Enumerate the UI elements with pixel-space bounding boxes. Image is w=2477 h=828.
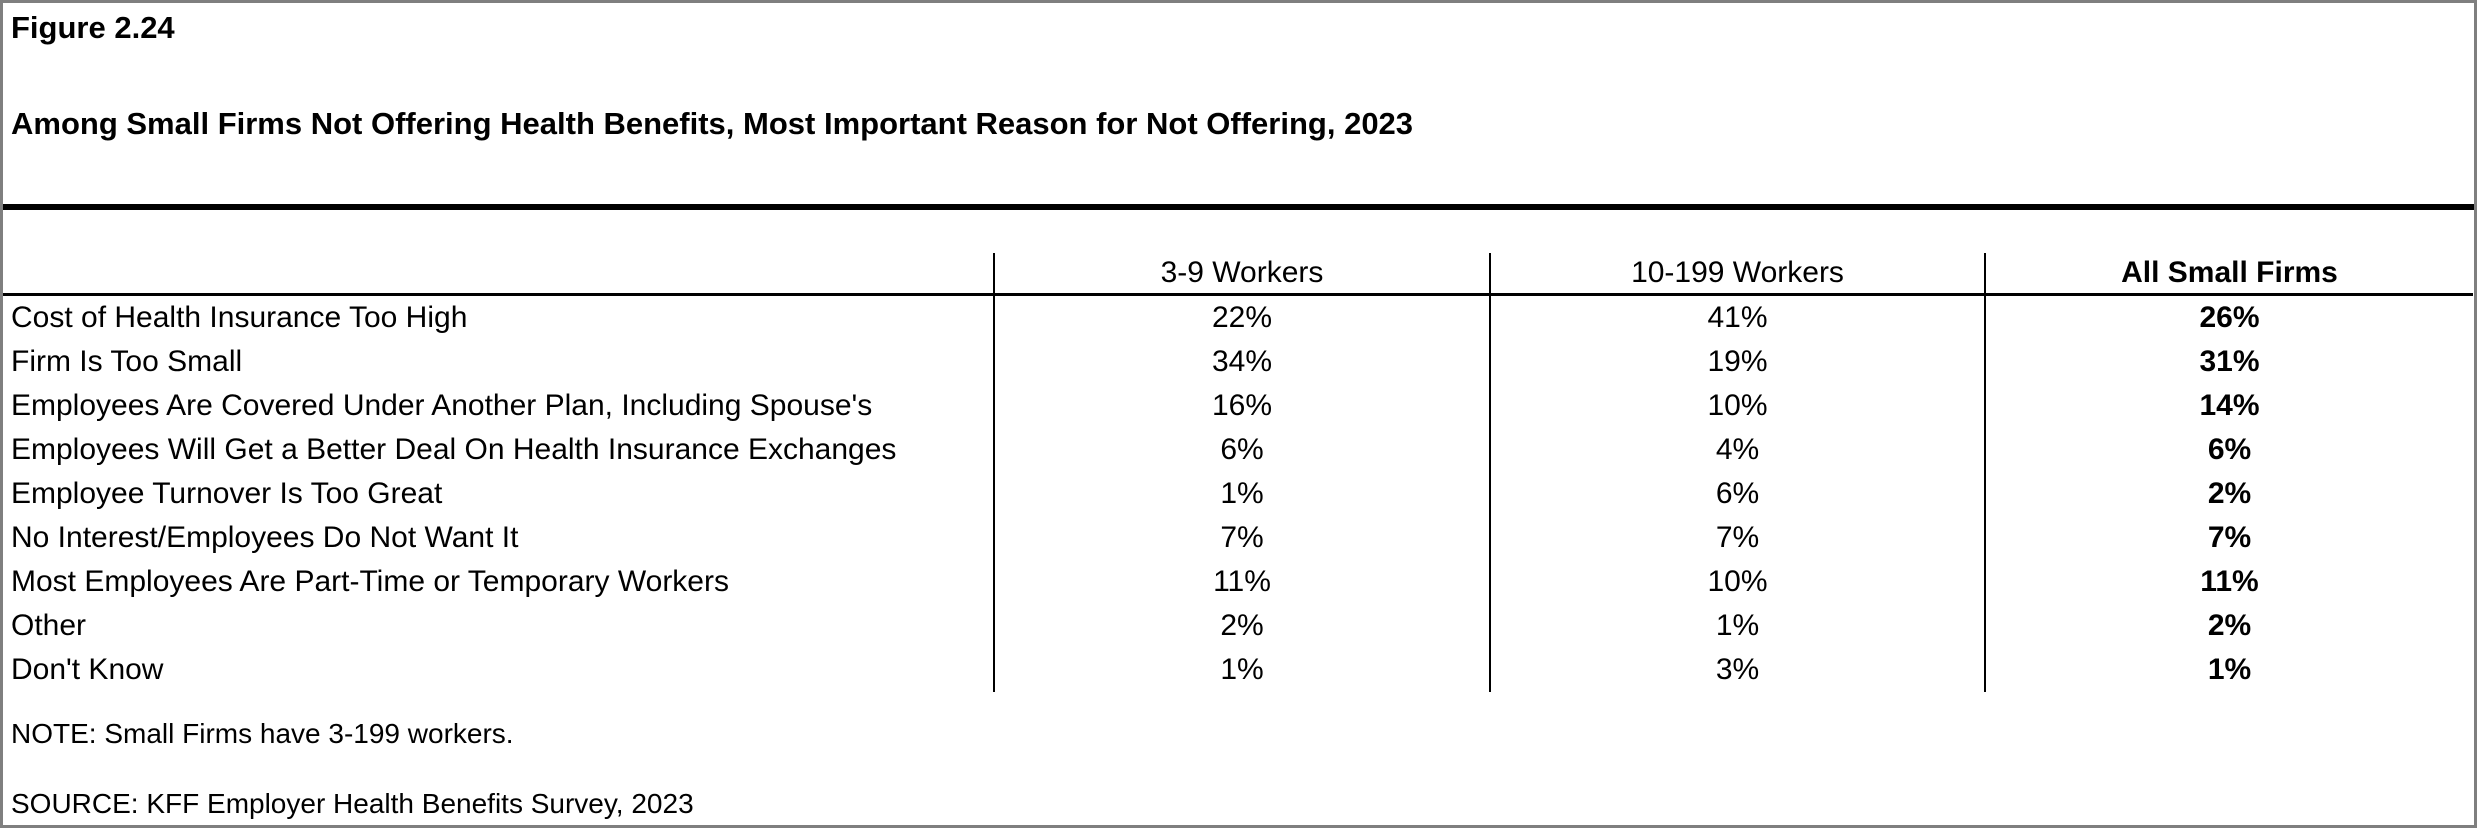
row-value-all: 14% (1984, 384, 2473, 428)
row-label: Employees Are Covered Under Another Plan… (11, 389, 873, 422)
title-divider-rule (3, 204, 2474, 210)
table-header-row: 3-9 Workers 10-199 Workers All Small Fir… (3, 253, 2473, 296)
header-col-3-9-workers: 3-9 Workers (993, 253, 1489, 293)
table-row: Cost of Health Insurance Too High 22% 41… (3, 296, 2473, 340)
row-value-all: 11% (1984, 560, 2473, 604)
row-value-all: 6% (1984, 428, 2473, 472)
table-row: Other 2% 1% 2% (3, 604, 2473, 648)
row-value-10-199: 3% (1489, 648, 1984, 692)
row-value-3-9: 16% (993, 384, 1489, 428)
row-value-3-9: 2% (993, 604, 1489, 648)
table-row: Employees Will Get a Better Deal On Heal… (3, 428, 2473, 472)
reasons-table: 3-9 Workers 10-199 Workers All Small Fir… (3, 253, 2473, 692)
row-value-all: 26% (1984, 296, 2473, 340)
row-value-3-9: 6% (993, 428, 1489, 472)
row-value-10-199: 4% (1489, 428, 1984, 472)
row-value-all: 2% (1984, 472, 2473, 516)
row-label: Most Employees Are Part-Time or Temporar… (11, 565, 729, 598)
header-empty-cell (3, 253, 993, 293)
row-label: Don't Know (11, 653, 164, 686)
row-value-3-9: 22% (993, 296, 1489, 340)
row-value-10-199: 10% (1489, 560, 1984, 604)
row-label: Employees Will Get a Better Deal On Heal… (11, 433, 897, 466)
figure-title: Among Small Firms Not Offering Health Be… (11, 106, 1414, 141)
row-value-10-199: 41% (1489, 296, 1984, 340)
table-body: Cost of Health Insurance Too High 22% 41… (3, 296, 2473, 692)
source-text: SOURCE: KFF Employer Health Benefits Sur… (11, 788, 694, 819)
row-label: Other (11, 609, 87, 642)
figure-number: Figure 2.24 (11, 10, 175, 45)
row-label: Cost of Health Insurance Too High (11, 301, 468, 334)
row-label: Firm Is Too Small (11, 345, 243, 378)
table-header: 3-9 Workers 10-199 Workers All Small Fir… (3, 253, 2473, 296)
row-label: Employee Turnover Is Too Great (11, 477, 443, 510)
row-value-all: 7% (1984, 516, 2473, 560)
row-value-10-199: 7% (1489, 516, 1984, 560)
row-value-3-9: 7% (993, 516, 1489, 560)
row-value-all: 31% (1984, 340, 2473, 384)
row-value-10-199: 1% (1489, 604, 1984, 648)
note-text: NOTE: Small Firms have 3-199 workers. (11, 718, 514, 749)
row-value-10-199: 19% (1489, 340, 1984, 384)
row-value-3-9: 34% (993, 340, 1489, 384)
table-row: Don't Know 1% 3% 1% (3, 648, 2473, 692)
row-value-3-9: 1% (993, 472, 1489, 516)
header-col-all-small-firms: All Small Firms (1984, 253, 2473, 293)
table-row: No Interest/Employees Do Not Want It 7% … (3, 516, 2473, 560)
row-value-3-9: 1% (993, 648, 1489, 692)
table-row: Firm Is Too Small 34% 19% 31% (3, 340, 2473, 384)
table-row: Employees Are Covered Under Another Plan… (3, 384, 2473, 428)
row-value-all: 1% (1984, 648, 2473, 692)
table-row: Employee Turnover Is Too Great 1% 6% 2% (3, 472, 2473, 516)
table-row: Most Employees Are Part-Time or Temporar… (3, 560, 2473, 604)
row-value-3-9: 11% (993, 560, 1489, 604)
row-value-all: 2% (1984, 604, 2473, 648)
row-label: No Interest/Employees Do Not Want It (11, 521, 519, 554)
row-value-10-199: 6% (1489, 472, 1984, 516)
header-col-10-199-workers: 10-199 Workers (1489, 253, 1984, 293)
row-value-10-199: 10% (1489, 384, 1984, 428)
